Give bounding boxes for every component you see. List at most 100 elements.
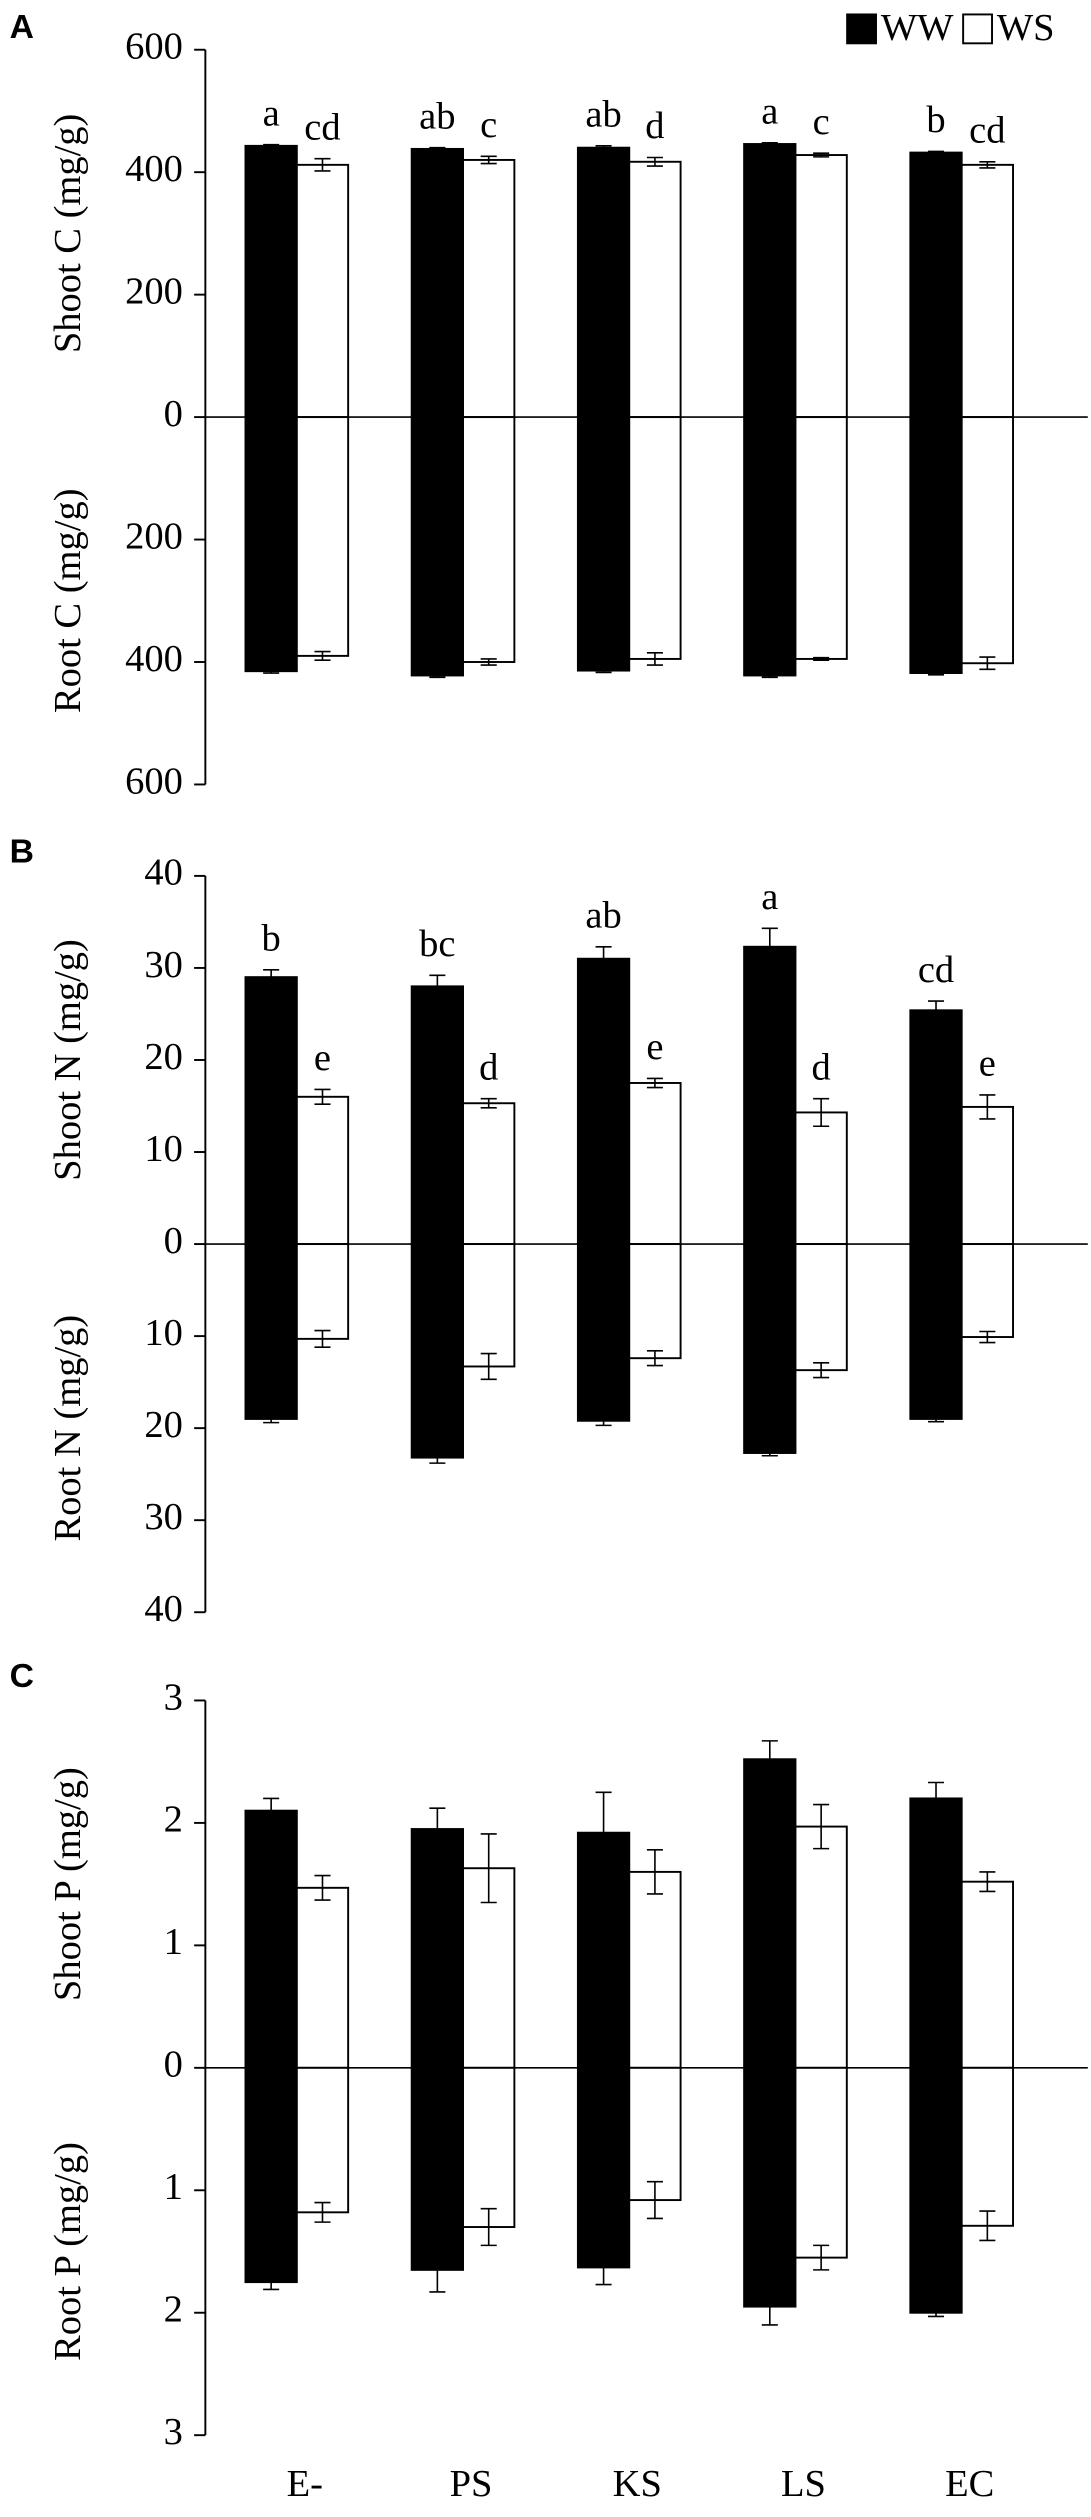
bar xyxy=(628,1082,682,1246)
bar xyxy=(576,957,631,1246)
x-tick-label: LS xyxy=(781,2463,826,2505)
bar xyxy=(410,147,464,419)
panel-label: A xyxy=(10,9,34,46)
bar xyxy=(960,1880,1014,2069)
y-tick-label: 400 xyxy=(125,148,183,190)
y-axis-label: Root P (mg/g) xyxy=(47,2142,89,2361)
bar xyxy=(628,160,682,419)
y-tick-label: 600 xyxy=(125,760,183,802)
y-tick-label: 10 xyxy=(144,1128,183,1170)
bar xyxy=(410,985,464,1246)
y-tick-label: 2 xyxy=(164,1799,183,1841)
y-tick-label: 200 xyxy=(125,515,183,557)
bar xyxy=(909,151,963,419)
y-axis-label: Shoot N (mg/g) xyxy=(47,939,89,1181)
bar xyxy=(794,1243,848,1372)
bar xyxy=(462,158,516,419)
bar xyxy=(295,163,350,419)
bar xyxy=(628,2066,682,2202)
y-tick-label: 400 xyxy=(125,638,183,680)
bar xyxy=(794,1825,848,2069)
y-tick-label: 40 xyxy=(144,1588,183,1630)
y-axis-label: Root N (mg/g) xyxy=(47,1315,89,1542)
bar xyxy=(244,976,298,1246)
significance-letter: cd xyxy=(969,110,1005,152)
legend-swatch xyxy=(962,13,993,45)
significance-letter: d xyxy=(812,1046,831,1088)
bar xyxy=(743,945,797,1246)
bar xyxy=(909,2066,963,2314)
bar xyxy=(909,416,963,674)
bar xyxy=(244,2066,298,2284)
bar xyxy=(244,144,298,419)
significance-letter: ab xyxy=(585,94,621,136)
x-tick-label: EC xyxy=(945,2463,994,2505)
bar xyxy=(295,1886,350,2069)
bar xyxy=(960,1243,1014,1338)
y-tick-label: 600 xyxy=(125,26,183,68)
bar xyxy=(244,1809,298,2069)
bar xyxy=(462,2066,516,2228)
bar xyxy=(576,416,631,672)
bar xyxy=(462,416,516,663)
x-tick-label: KS xyxy=(613,2463,662,2505)
x-tick-label: PS xyxy=(450,2463,493,2505)
significance-letter: cd xyxy=(304,106,340,148)
bar xyxy=(462,1243,516,1368)
legend-swatch xyxy=(846,13,877,45)
significance-letter: b xyxy=(262,918,281,960)
y-tick-label: 20 xyxy=(144,1404,183,1446)
y-tick-label: 200 xyxy=(125,270,183,312)
significance-letter: cd xyxy=(918,949,954,991)
significance-letter: ab xyxy=(419,95,455,137)
panel-label: B xyxy=(10,833,34,870)
bar xyxy=(909,1797,963,2069)
significance-letter: e xyxy=(314,1037,331,1079)
bar xyxy=(794,1111,848,1246)
legend-label: WS xyxy=(997,7,1055,49)
y-tick-label: 3 xyxy=(164,2411,183,2453)
significance-letter: e xyxy=(979,1043,996,1085)
y-tick-label: 30 xyxy=(144,944,183,986)
bar xyxy=(794,154,848,419)
bar xyxy=(410,1828,464,2069)
bar xyxy=(295,2066,350,2214)
bar xyxy=(960,2066,1014,2227)
significance-letter: ab xyxy=(585,895,621,937)
significance-letter: bc xyxy=(419,923,455,965)
significance-letter: b xyxy=(926,99,945,141)
bar xyxy=(743,416,797,677)
bar xyxy=(576,1243,631,1422)
bar xyxy=(743,2066,797,2308)
y-tick-label: 3 xyxy=(164,1676,183,1718)
bar xyxy=(244,416,298,673)
bar xyxy=(628,416,682,660)
bar xyxy=(628,1243,682,1360)
bar xyxy=(410,2066,464,2271)
bar xyxy=(909,1243,963,1420)
bar xyxy=(462,1102,516,1246)
y-axis-label: Shoot C (mg/g) xyxy=(47,114,89,354)
y-axis-label: Root C (mg/g) xyxy=(47,488,89,713)
y-tick-label: 40 xyxy=(144,852,183,894)
y-tick-label: 10 xyxy=(144,1312,183,1354)
y-tick-label: 0 xyxy=(164,1220,183,1262)
y-tick-label: 30 xyxy=(144,1496,183,1538)
bar xyxy=(628,1870,682,2069)
x-tick-label: E- xyxy=(287,2463,323,2505)
bar xyxy=(743,1243,797,1454)
significance-letter: a xyxy=(761,91,778,133)
bar xyxy=(295,1095,350,1246)
bar xyxy=(576,146,631,419)
bar xyxy=(576,2066,631,2269)
bar xyxy=(909,1009,963,1246)
legend-label: WW xyxy=(881,7,954,49)
y-tick-label: 0 xyxy=(164,393,183,435)
panel-label: C xyxy=(10,1658,34,1695)
y-tick-label: 0 xyxy=(164,2044,183,2086)
bar xyxy=(743,143,797,419)
bar xyxy=(794,416,848,660)
significance-letter: c xyxy=(813,101,830,143)
